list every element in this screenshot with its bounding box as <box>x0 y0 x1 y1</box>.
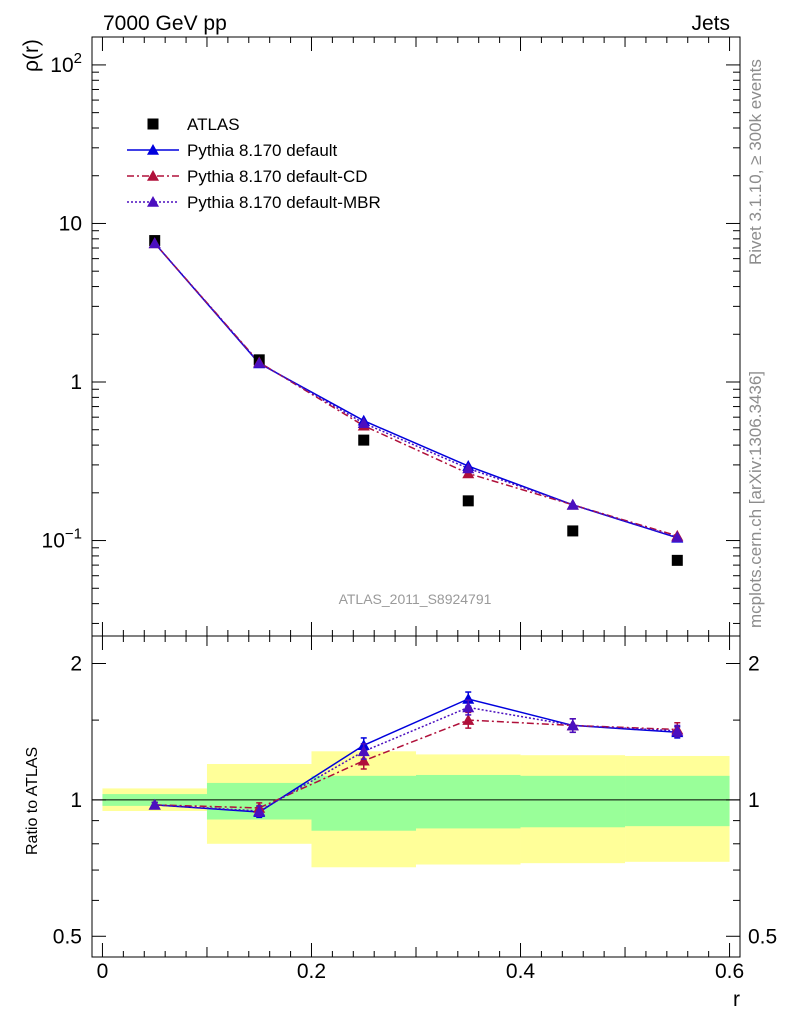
legend-marker-pythia-8-170-default-cd <box>147 170 159 181</box>
ratio-y-tick-label: 0.5 <box>53 925 82 948</box>
mcplots-label: mcplots.cern.ch [arXiv:1306.3436] <box>746 371 765 628</box>
header-left-label: 7000 GeV pp <box>103 12 227 35</box>
ratio-point-pythia-8-170-default-mbr <box>148 798 161 810</box>
legend-label-pythia-8-170-default-mbr: Pythia 8.170 default-MBR <box>187 193 381 212</box>
ratio-uncertainty-bands <box>92 751 740 868</box>
data-point-pythia-8-170-default-mbr <box>253 356 266 368</box>
ratio-y-tick-label-right: 1 <box>748 789 760 812</box>
data-point-atlas <box>462 495 474 507</box>
legend-marker-atlas <box>147 118 159 130</box>
series-line-pythia-8-170-default <box>154 242 678 539</box>
x-tick-label: 0.4 <box>506 960 536 983</box>
x-tick-label: 0 <box>97 960 109 983</box>
main-panel-series-lines <box>154 242 678 539</box>
x-tick-label: 0.2 <box>297 960 326 983</box>
data-point-atlas <box>358 434 370 446</box>
series-line-pythia-8-170-default-mbr <box>154 242 678 538</box>
data-point-atlas <box>671 554 683 566</box>
inner-uncertainty-band <box>520 775 626 828</box>
legend-label-atlas: ATLAS <box>187 115 240 134</box>
main-y-tick-label: 1 <box>70 371 82 394</box>
header-right-label: Jets <box>691 12 730 35</box>
ratio-series-lines <box>154 698 678 813</box>
ratio-line-pythia-8-170-default-mbr <box>154 706 678 812</box>
series-line-pythia-8-170-default-cd <box>154 242 678 537</box>
legend-label-pythia-8-170-default: Pythia 8.170 default <box>187 141 338 160</box>
ratio-y-tick-label: 1 <box>70 789 82 812</box>
data-point-pythia-8-170-default-mbr <box>357 417 370 428</box>
ratio-point-pythia-8-170-default-mbr <box>357 745 370 757</box>
inner-uncertainty-band <box>625 775 730 827</box>
ratio-point-pythia-8-170-default <box>462 692 475 704</box>
ratio-y-tick-label: 2 <box>70 652 82 675</box>
ratio-point-pythia-8-170-default-cd <box>462 714 475 725</box>
ratio-panel-axes: 0 0.2 0.4 0.60.5 0.51 12 2 <box>53 635 777 983</box>
data-point-pythia-8-170-default-mbr <box>566 498 579 510</box>
main-panel-axes: 10−1 1 10 102 <box>42 36 741 637</box>
data-point-pythia-8-170-default-mbr <box>148 237 161 249</box>
main-y-tick-label: 10 <box>59 212 82 235</box>
x-axis-title: r <box>733 988 740 1011</box>
main-y-axis-title: ρ(r) <box>20 39 43 72</box>
legend-label-pythia-8-170-default-cd: Pythia 8.170 default-CD <box>187 167 368 186</box>
ratio-point-pythia-8-170-default-mbr <box>671 724 684 736</box>
main-y-tick-label: 10−1 <box>42 526 82 553</box>
data-point-pythia-8-170-default-mbr <box>462 462 475 474</box>
analysis-watermark: ATLAS_2011_S8924791 <box>339 591 492 607</box>
legend: ATLAS Pythia 8.170 default Pythia 8.170 de… <box>127 115 381 212</box>
main-panel-markers <box>148 235 684 566</box>
ratio-y-tick-label-right: 0.5 <box>748 925 777 948</box>
ratio-markers <box>148 691 684 819</box>
ratio-point-pythia-8-170-default-mbr <box>253 805 266 816</box>
ratio-point-pythia-8-170-default-cd <box>357 754 370 766</box>
inner-uncertainty-band <box>311 775 416 831</box>
ratio-y-axis-title: Ratio to ATLAS <box>24 747 41 855</box>
rivet-label: Rivet 3.1.10, ≥ 300k events <box>746 59 765 265</box>
legend-marker-pythia-8-170-default <box>147 144 159 155</box>
legend-marker-pythia-8-170-default-mbr <box>147 196 159 207</box>
x-tick-label: 0.6 <box>715 960 744 983</box>
ratio-y-tick-label-right: 2 <box>748 652 760 675</box>
ratio-point-pythia-8-170-default-mbr <box>566 719 579 731</box>
main-y-tick-label: 102 <box>50 50 82 77</box>
inner-uncertainty-band <box>416 774 521 829</box>
ratio-point-pythia-8-170-default-mbr <box>462 701 475 713</box>
data-point-pythia-8-170-default-mbr <box>671 531 684 542</box>
data-point-atlas <box>567 525 579 537</box>
